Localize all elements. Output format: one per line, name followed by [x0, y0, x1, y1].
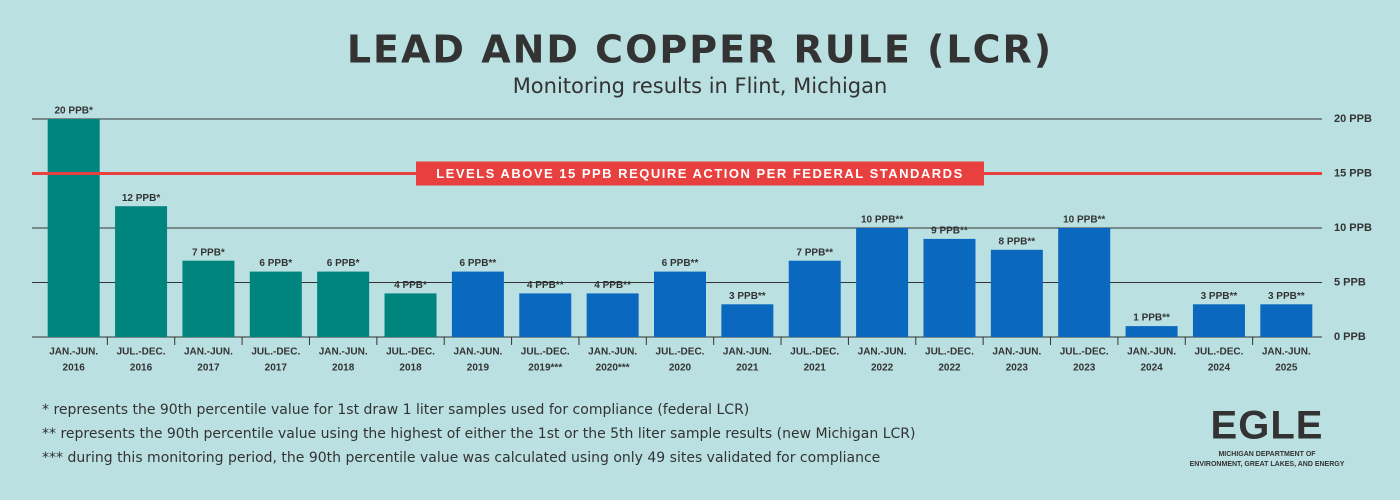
x-tick-label: 2020*** — [596, 363, 630, 374]
logo-line: ENVIRONMENT, GREAT LAKES, AND ENERGY — [1190, 461, 1345, 468]
x-tick-label: 2025 — [1275, 363, 1298, 374]
x-tick-label: 2022 — [938, 363, 961, 374]
value-label: 7 PPB* — [192, 247, 225, 258]
x-tick-label: JAN.-JUN. — [49, 347, 98, 358]
x-tick-label: 2016 — [130, 363, 153, 374]
x-tick-label: JUL.-DEC. — [925, 347, 974, 358]
x-tick-label: JUL.-DEC. — [251, 347, 300, 358]
x-tick-label: JUL.-DEC. — [521, 347, 570, 358]
value-label: 7 PPB** — [796, 247, 833, 258]
value-label: 20 PPB* — [55, 106, 93, 117]
value-label: 6 PPB* — [327, 258, 360, 269]
value-label: 4 PPB** — [594, 280, 631, 291]
x-tick-label: 2019 — [467, 363, 490, 374]
value-label: 12 PPB* — [122, 193, 160, 204]
x-tick-label: 2023 — [1006, 363, 1029, 374]
bar — [788, 260, 841, 337]
x-tick-label: 2024 — [1140, 363, 1163, 374]
x-tick-label: JAN.-JUN. — [184, 347, 233, 358]
x-tick-label: JAN.-JUN. — [453, 347, 502, 358]
x-tick-label: 2020 — [669, 363, 692, 374]
bar — [384, 293, 437, 337]
x-tick-label: JAN.-JUN. — [992, 347, 1041, 358]
y-tick-label: 15 PPB — [1334, 167, 1372, 179]
x-tick-label: JAN.-JUN. — [723, 347, 772, 358]
x-tick-label: 2018 — [399, 363, 422, 374]
value-label: 3 PPB** — [729, 291, 766, 302]
y-tick-label: 20 PPB — [1334, 113, 1372, 125]
x-tick-label: JAN.-JUN. — [858, 347, 907, 358]
footnote: ** represents the 90th percentile value … — [42, 426, 915, 442]
value-label: 9 PPB** — [931, 226, 968, 237]
bar — [654, 271, 706, 337]
value-label: 3 PPB** — [1268, 291, 1305, 302]
y-tick-label: 0 PPB — [1334, 331, 1366, 343]
threshold-box — [416, 161, 984, 186]
bar — [317, 271, 370, 337]
x-tick-label: 2017 — [197, 363, 220, 374]
x-tick-label: JUL.-DEC. — [1060, 347, 1109, 358]
bar — [1058, 228, 1111, 337]
bar — [1192, 304, 1245, 337]
value-label: 10 PPB** — [1063, 215, 1105, 226]
value-label: 1 PPB** — [1133, 313, 1170, 324]
value-label: 4 PPB* — [394, 280, 427, 291]
x-tick-label: JUL.-DEC. — [790, 347, 839, 358]
bar — [519, 293, 572, 337]
bar — [451, 271, 504, 337]
x-tick-label: 2018 — [332, 363, 355, 374]
value-label: 6 PPB* — [259, 258, 292, 269]
x-tick-label: JUL.-DEC. — [117, 347, 166, 358]
x-tick-label: JAN.-JUN. — [588, 347, 637, 358]
value-label: 8 PPB** — [998, 236, 1035, 247]
bar — [923, 238, 976, 337]
x-tick-label: 2021 — [736, 363, 759, 374]
x-tick-label: 2016 — [63, 363, 86, 374]
x-tick-label: 2022 — [871, 363, 894, 374]
x-tick-label: 2021 — [804, 363, 827, 374]
bar — [990, 249, 1043, 337]
footnote: *** during this monitoring period, the 9… — [42, 450, 880, 466]
chart-subtitle: Monitoring results in Flint, Michigan — [513, 74, 888, 98]
bar — [47, 119, 100, 337]
bar — [1260, 304, 1313, 337]
logo-line: MICHIGAN DEPARTMENT OF — [1218, 451, 1316, 458]
y-tick-label: 5 PPB — [1334, 276, 1366, 288]
bar — [115, 206, 168, 337]
y-tick-label: 10 PPB — [1334, 222, 1372, 234]
value-label: 4 PPB** — [527, 280, 564, 291]
x-tick-label: 2019*** — [528, 363, 562, 374]
bar — [856, 228, 909, 337]
value-label: 6 PPB** — [460, 258, 497, 269]
value-label: 3 PPB** — [1201, 291, 1238, 302]
value-label: 10 PPB** — [861, 215, 903, 226]
logo-name: EGLE — [1211, 404, 1324, 448]
x-tick-label: JAN.-JUN. — [319, 347, 368, 358]
x-tick-label: 2017 — [265, 363, 288, 374]
x-tick-label: 2023 — [1073, 363, 1096, 374]
x-tick-label: JAN.-JUN. — [1262, 347, 1311, 358]
x-tick-label: JUL.-DEC. — [656, 347, 705, 358]
bar — [182, 260, 235, 337]
footnote: * represents the 90th percentile value f… — [42, 402, 749, 418]
chart-title: LEAD AND COPPER RULE (LCR) — [347, 28, 1053, 72]
value-label: 6 PPB** — [662, 258, 699, 269]
x-tick-label: JUL.-DEC. — [1194, 347, 1243, 358]
threshold-label: LEVELS ABOVE 15 PPB REQUIRE ACTION PER F… — [436, 166, 964, 181]
bar — [586, 293, 639, 337]
bar — [1125, 326, 1178, 337]
x-tick-label: JAN.-JUN. — [1127, 347, 1176, 358]
x-tick-label: JUL.-DEC. — [386, 347, 435, 358]
x-tick-label: 2024 — [1208, 363, 1231, 374]
bar — [721, 304, 774, 337]
bar — [249, 271, 302, 337]
